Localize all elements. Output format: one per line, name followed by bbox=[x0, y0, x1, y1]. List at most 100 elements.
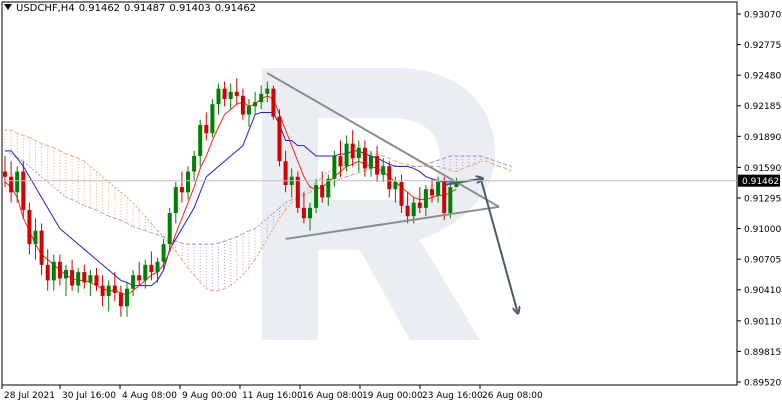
cloud-span-a-segment bbox=[108, 181, 116, 188]
cloud-span-a-segment bbox=[383, 155, 390, 159]
cloud-span-a-segment bbox=[462, 165, 469, 169]
cloud-span-a-segment bbox=[279, 209, 287, 219]
cloud-span-b-segment bbox=[431, 159, 439, 163]
candle-body bbox=[295, 176, 300, 208]
candle-body bbox=[106, 285, 111, 296]
cloud-span-a-segment bbox=[187, 267, 195, 276]
candle-body bbox=[70, 270, 75, 286]
cloud-span-a-segment bbox=[126, 197, 134, 204]
cloud-span-b-segment bbox=[218, 240, 225, 244]
triangle-upper-trendline bbox=[266, 72, 500, 208]
candle-body bbox=[442, 181, 447, 214]
candle-body bbox=[381, 166, 386, 175]
cloud-span-a-segment bbox=[395, 160, 402, 164]
candle-body bbox=[301, 207, 306, 219]
price-tick-label: 0.91590 bbox=[744, 164, 781, 174]
candle-body bbox=[15, 171, 20, 193]
cloud-span-b-segment bbox=[65, 197, 73, 201]
cloud-span-b-segment bbox=[4, 150, 12, 155]
cloud-span-a-segment bbox=[144, 215, 152, 224]
cloud-span-b-segment bbox=[71, 199, 79, 204]
cloud-span-b-segment bbox=[340, 176, 347, 180]
triangle-lower-trendline bbox=[285, 205, 500, 240]
chevron-down-icon[interactable] bbox=[4, 4, 12, 10]
cloud-span-a-segment bbox=[53, 147, 61, 152]
candle-body bbox=[411, 202, 416, 217]
cloud-span-a-segment bbox=[444, 167, 451, 172]
price-tick-label: 0.91295 bbox=[744, 195, 781, 205]
candle-body bbox=[393, 181, 398, 190]
time-tick-label: 9 Aug 00:00 bbox=[182, 391, 237, 401]
cloud-span-b-segment bbox=[285, 199, 292, 204]
candle-body bbox=[228, 91, 233, 100]
cloud-span-b-segment bbox=[425, 161, 433, 165]
candle-body bbox=[240, 95, 245, 115]
cloud-span-a-segment bbox=[218, 288, 225, 292]
high-value: 0.91487 bbox=[124, 3, 166, 14]
time-tick-label: 30 Jul 16:00 bbox=[62, 391, 116, 401]
cloud-span-b-segment bbox=[273, 207, 280, 214]
candle-body bbox=[137, 275, 142, 281]
cloud-span-b-segment bbox=[114, 217, 122, 221]
cloud-span-a-segment bbox=[309, 181, 317, 188]
cloud-span-a-segment bbox=[151, 223, 158, 231]
candle-body bbox=[155, 261, 160, 273]
cloud-span-a-segment bbox=[29, 136, 36, 141]
time-tick-label: 11 Aug 16:00 bbox=[242, 391, 303, 401]
candle-body bbox=[167, 213, 172, 245]
cloud-span-b-segment bbox=[181, 242, 189, 245]
time-tick-label: 26 Aug 08:00 bbox=[482, 391, 543, 401]
cloud-span-b-segment bbox=[16, 157, 24, 162]
price-tick-label: 0.89815 bbox=[744, 348, 781, 358]
cloud-span-a-segment bbox=[303, 186, 311, 193]
candle-body bbox=[112, 285, 117, 293]
cloud-span-a-segment bbox=[498, 165, 506, 169]
candle-body bbox=[131, 275, 136, 289]
cloud-span-a-segment bbox=[71, 155, 79, 159]
candle-body bbox=[448, 187, 453, 214]
cloud-span-b-segment bbox=[151, 232, 158, 236]
cloud-span-a-segment bbox=[236, 274, 244, 281]
candle-body bbox=[192, 156, 197, 172]
cloud-span-a-segment bbox=[157, 230, 164, 238]
cloud-span-a-segment bbox=[96, 171, 103, 178]
cloud-span-a-segment bbox=[17, 132, 24, 136]
candle-body bbox=[436, 181, 441, 196]
watermark-letter bbox=[262, 68, 495, 340]
cloud-span-b-segment bbox=[53, 186, 61, 193]
cloud-span-a-segment bbox=[114, 186, 122, 193]
forecast-arrow-up bbox=[444, 179, 481, 187]
cloud-span-b-segment bbox=[303, 191, 311, 196]
close-value: 0.91462 bbox=[214, 3, 257, 14]
cloud-span-b-segment bbox=[498, 161, 506, 165]
cloud-span-a-segment bbox=[492, 163, 500, 167]
cloud-span-a-segment bbox=[450, 170, 457, 173]
cloud-span-b-segment bbox=[254, 223, 262, 229]
time-tick-label: 19 Aug 00:00 bbox=[362, 391, 423, 401]
candle-body bbox=[430, 189, 434, 196]
candle-body bbox=[344, 143, 349, 167]
candle-body bbox=[100, 285, 105, 296]
price-tick-label: 0.89520 bbox=[744, 379, 781, 389]
candle-body bbox=[277, 116, 282, 162]
candle-body bbox=[308, 207, 312, 219]
candle-body bbox=[21, 171, 26, 210]
price-tick-label: 0.91890 bbox=[744, 133, 781, 143]
cloud-span-a-segment bbox=[102, 176, 110, 183]
candle-body bbox=[314, 185, 319, 208]
forecast-arrow-down bbox=[479, 178, 518, 312]
cloud-span-a-segment bbox=[389, 157, 396, 162]
cloud-span-a-segment bbox=[291, 197, 299, 204]
current-price-label: 0.91462 bbox=[742, 177, 779, 187]
cloud-span-b-segment bbox=[29, 166, 36, 172]
cloud-span-b-segment bbox=[175, 240, 183, 244]
cloud-span-a-segment bbox=[437, 165, 445, 169]
candle-body bbox=[271, 88, 276, 117]
symbol-label: USDCHF,H4 bbox=[16, 3, 75, 14]
cloud-span-a-segment bbox=[468, 163, 475, 167]
candle-body bbox=[247, 106, 251, 115]
cloud-span-b-segment bbox=[47, 181, 55, 188]
cloud-span-b-segment bbox=[437, 157, 445, 161]
